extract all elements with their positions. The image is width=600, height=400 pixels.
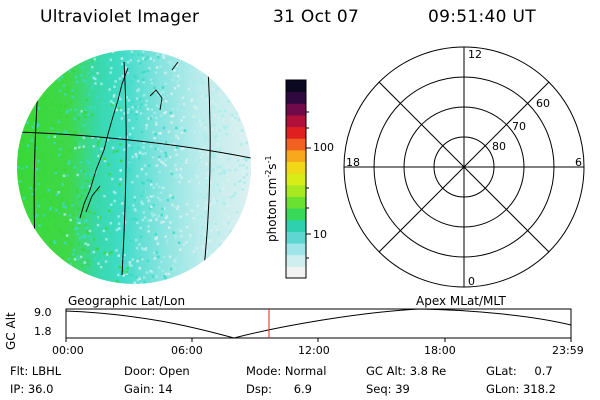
glat-field: GLat: 0.7 <box>486 364 553 378</box>
colorbar-cell <box>286 91 306 104</box>
colorbar-cell <box>286 126 306 139</box>
colorbar-cell <box>286 266 306 279</box>
image-date: 31 Oct 07 <box>273 7 360 27</box>
dsp-value: 6.9 <box>293 382 312 396</box>
colorbar-tick-10: 10 <box>313 228 327 241</box>
timeline-right-caption: Apex MLat/MLT <box>416 294 506 308</box>
polar-ring-label-70: 70 <box>512 120 526 133</box>
polar-ring-label-80: 80 <box>492 140 506 153</box>
colorbar-cell <box>286 161 306 174</box>
seq-value: 39 <box>395 382 410 396</box>
polar-label-left: 18 <box>346 156 360 169</box>
timeline-x-tick-0600: 06:00 <box>171 344 203 357</box>
colorbar-cell <box>286 138 306 151</box>
colorbar-scale <box>286 80 306 279</box>
colorbar-cell <box>286 184 306 197</box>
mode-value: Normal <box>284 364 327 378</box>
colorbar-cell <box>286 103 306 116</box>
image-time: 09:51:40 UT <box>428 7 536 27</box>
glon-field: GLon: 318.2 <box>486 382 556 396</box>
timeline-x-tick-1800: 18:00 <box>424 344 456 357</box>
polar-diagonal-2 <box>378 81 550 253</box>
polar-ring-label-60: 60 <box>536 97 550 110</box>
coastline-outline <box>79 61 179 219</box>
ip-field: IP: 36.0 <box>10 382 54 396</box>
gc-alt-field: GC Alt: 3.8 Re <box>366 364 447 378</box>
timeline-y-tick-high: 9.0 <box>34 306 52 319</box>
filter-value: LBHL <box>31 364 62 378</box>
filter-field: Flt: LBHL <box>10 364 62 378</box>
polar-label-bottom: 0 <box>468 275 475 288</box>
door-field: Door: Open <box>124 364 190 378</box>
dsp-field: Dsp: 6.9 <box>246 382 312 396</box>
instrument-title: Ultraviolet Imager <box>40 7 200 27</box>
gc-alt-value: 3.8 Re <box>409 364 447 378</box>
timeline-x-tick-2359: 23:59 <box>552 344 584 357</box>
colorbar-cell <box>286 196 306 209</box>
timeline-altitude-curve <box>65 308 572 339</box>
gain-value: 14 <box>157 382 173 396</box>
colorbar-cell <box>286 231 306 244</box>
glat-value: 0.7 <box>534 364 553 378</box>
timeline-left-caption: Geographic Lat/Lon <box>68 294 186 308</box>
seq-field: Seq: 39 <box>366 382 410 396</box>
colorbar-cell <box>286 219 306 232</box>
polar-label-top: 12 <box>468 48 482 61</box>
colorbar-cell <box>286 149 306 163</box>
colorbar-cell <box>286 254 306 267</box>
colorbar-cell <box>286 243 306 256</box>
colorbar-cell <box>286 114 306 128</box>
timeline-y-tick-low: 1.8 <box>34 325 52 338</box>
polar-label-right: 6 <box>575 156 582 169</box>
mode-field: Mode: Normal <box>246 364 327 378</box>
timeline-x-tick-1200: 12:00 <box>298 344 330 357</box>
colorbar-cell <box>286 208 306 221</box>
gain-field: Gain: 14 <box>124 382 173 396</box>
ip-value: 36.0 <box>27 382 54 396</box>
colorbar-cell <box>286 173 306 186</box>
colorbar-cell <box>286 80 306 93</box>
timeline-x-tick-0000: 00:00 <box>52 344 84 357</box>
glon-value: 318.2 <box>522 382 556 396</box>
colorbar-tick-100: 100 <box>313 141 334 154</box>
door-value: Open <box>158 364 190 378</box>
